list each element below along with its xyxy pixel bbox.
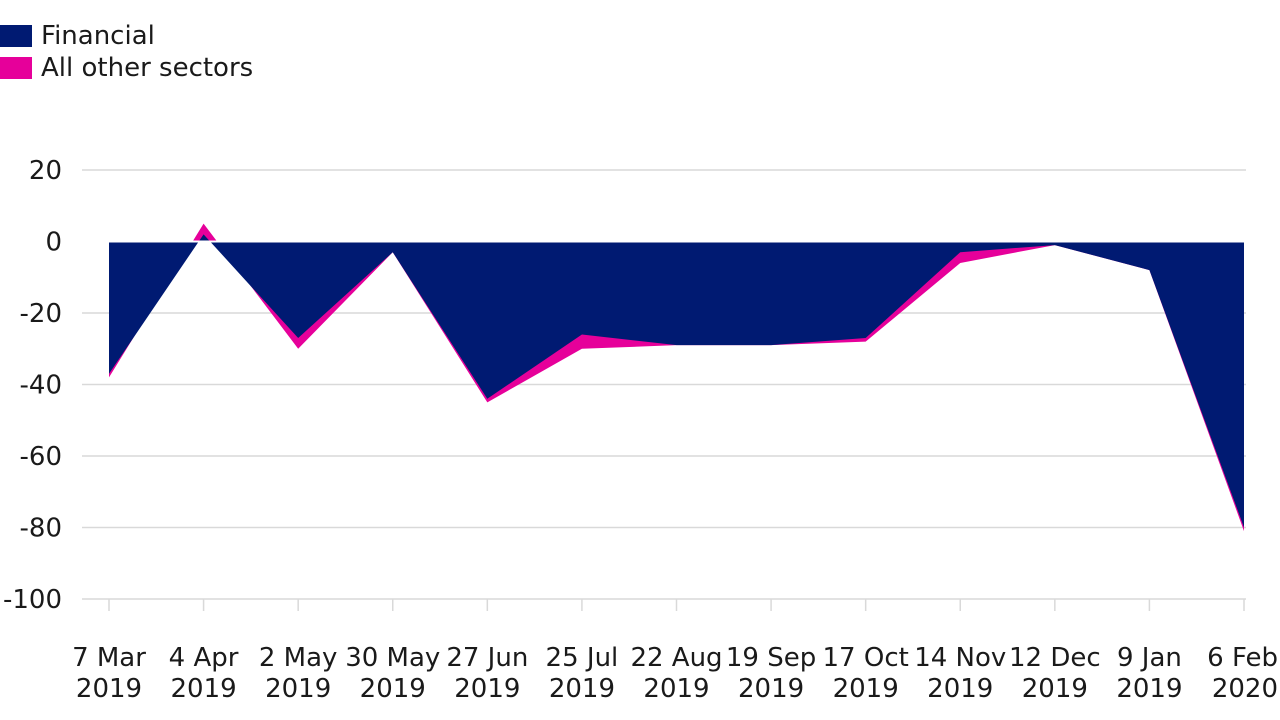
x-tick-label: 14 Nov <box>914 643 1006 673</box>
y-tick-label: ‑100 <box>3 585 62 615</box>
legend-item-financial: Financial <box>0 20 253 52</box>
y-tick-label: ‑20 <box>20 299 62 329</box>
x-tick-label-year: 2019 <box>76 674 142 704</box>
x-tick-label: 17 Oct <box>823 643 909 673</box>
legend-swatch-other-sectors <box>0 57 32 79</box>
x-tick-label-year: 2019 <box>927 674 993 704</box>
x-tick-label-year: 2019 <box>454 674 520 704</box>
x-tick-label: 27 Jun <box>446 643 528 673</box>
x-tick-label-year: 2019 <box>360 674 426 704</box>
y-tick-label: 20 <box>29 156 62 186</box>
x-tick-label: 4 Apr <box>169 643 239 673</box>
legend-label-other-sectors: All other sectors <box>41 53 254 83</box>
legend-item-other-sectors: All other sectors <box>0 52 253 84</box>
legend: Financial All other sectors <box>0 20 253 84</box>
x-tick-label: 22 Aug <box>630 643 722 673</box>
x-tick-label-year: 2019 <box>643 674 709 704</box>
legend-label-financial: Financial <box>41 21 155 51</box>
x-tick-label: 12 Dec <box>1009 643 1101 673</box>
series-area-financial <box>109 234 1244 528</box>
x-tick-label: 7 Mar <box>72 643 146 673</box>
y-tick-label: ‑60 <box>20 442 62 472</box>
x-tick-label-year: 2020 <box>1212 674 1278 704</box>
x-tick-label-year: 2019 <box>1116 674 1182 704</box>
x-tick-label-year: 2019 <box>738 674 804 704</box>
x-tick-label-year: 2019 <box>1022 674 1088 704</box>
y-tick-label: ‑80 <box>20 514 62 544</box>
x-tick-label-year: 2019 <box>170 674 236 704</box>
x-tick-label: 25 Jul <box>546 643 619 673</box>
x-tick-label: 6 Feb <box>1207 643 1278 673</box>
legend-swatch-financial <box>0 25 32 47</box>
x-tick-label: 2 May <box>259 643 338 673</box>
x-tick-label-year: 2019 <box>549 674 615 704</box>
y-tick-label: ‑40 <box>20 371 62 401</box>
x-tick-label: 30 May <box>345 643 440 673</box>
x-tick-label: 19 Sep <box>726 643 816 673</box>
x-tick-label-year: 2019 <box>833 674 899 704</box>
y-tick-label: 0 <box>45 228 62 258</box>
x-tick-label: 9 Jan <box>1117 643 1182 673</box>
x-tick-label-year: 2019 <box>265 674 331 704</box>
